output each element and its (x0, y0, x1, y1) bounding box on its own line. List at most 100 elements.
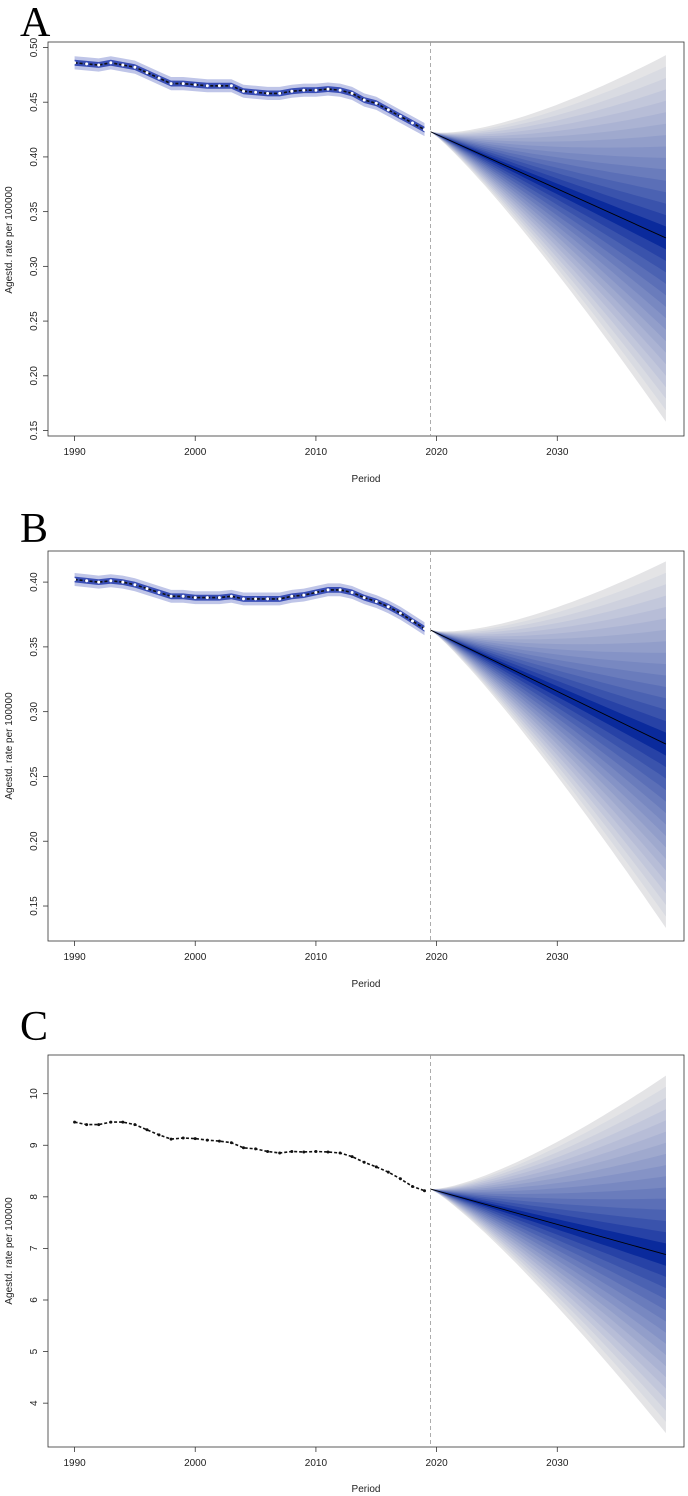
observed-point-a-2002 (217, 84, 221, 88)
x-tick-label-b-0: 1990 (63, 952, 86, 963)
y-tick-label-b-1: 0.20 (29, 831, 40, 851)
observed-point-b-2017 (398, 611, 402, 615)
y-tick-label-a-6: 0.45 (29, 92, 40, 112)
observed-point-b-2006 (266, 597, 270, 601)
observed-point-b-2016 (386, 605, 390, 609)
x-tick-label-b-4: 2030 (546, 952, 569, 963)
observed-point-a-1999 (181, 82, 185, 86)
observed-point-a-2001 (205, 84, 209, 88)
observed-line-a (74, 61, 425, 131)
observed-point-a-2008 (290, 89, 294, 93)
observed-point-c-1991 (85, 1123, 89, 1127)
observed-point-c-2006 (266, 1150, 270, 1153)
observed-point-a-2015 (374, 101, 378, 105)
y-tick-label-b-2: 0.25 (29, 766, 40, 786)
observed-point-b-2002 (217, 596, 221, 600)
plot-area-c (73, 1055, 667, 1447)
observed-point-b-2010 (314, 591, 318, 594)
panel-label-b: B (20, 506, 48, 552)
observed-point-a-2003 (229, 84, 233, 88)
observed-point-c-2001 (205, 1138, 209, 1142)
observed-point-b-1995 (133, 583, 137, 587)
plot-area-a (73, 42, 667, 436)
observed-point-a-1992 (97, 63, 101, 67)
y-tick-label-a-0: 0.15 (29, 420, 40, 440)
observed-point-b-2011 (326, 588, 330, 592)
panel-label-c: C (20, 1004, 48, 1050)
x-axis-title-a: Period (352, 474, 381, 485)
observed-point-c-1990 (73, 1120, 77, 1124)
y-tick-label-b-5: 0.40 (29, 572, 40, 592)
observed-point-c-2004 (242, 1146, 245, 1150)
observed-point-b-2019 (423, 627, 426, 631)
y-tick-label-c-1: 5 (29, 1348, 40, 1354)
observed-point-c-2013 (350, 1155, 354, 1159)
observed-point-a-1991 (85, 62, 89, 66)
y-tick-label-c-0: 4 (29, 1400, 40, 1406)
observed-point-a-1997 (157, 76, 161, 80)
observed-point-b-2004 (242, 597, 245, 601)
x-tick-label-c-2: 2010 (305, 1458, 328, 1469)
observed-point-b-1993 (109, 579, 113, 583)
observed-point-c-1995 (133, 1123, 137, 1127)
observed-point-a-1994 (121, 63, 125, 67)
observed-point-b-2005 (254, 597, 258, 601)
y-tick-label-c-4: 8 (29, 1194, 40, 1200)
panel-b: B 0.15 0.20 0.25 0.30 0.35 0.40 1990 2000 2010 2… (4, 506, 685, 990)
observed-point-c-2008 (290, 1150, 294, 1153)
y-axis-b: 0.15 0.20 0.25 0.30 0.35 0.40 (29, 572, 48, 916)
forecast-band-c-2 (430, 1189, 666, 1277)
observed-point-c-1992 (97, 1123, 101, 1127)
x-axis-b: 1990 2000 2010 2020 2030 (63, 941, 569, 963)
y-tick-label-c-6: 10 (29, 1088, 40, 1100)
observed-point-b-1994 (121, 580, 125, 584)
observed-point-c-1993 (109, 1120, 113, 1124)
observed-point-b-2009 (302, 593, 306, 597)
y-tick-label-a-5: 0.40 (29, 147, 40, 167)
observed-point-c-2015 (374, 1165, 378, 1169)
observed-point-a-2016 (386, 108, 390, 112)
observed-point-a-2018 (411, 121, 414, 125)
y-tick-label-a-3: 0.30 (29, 256, 40, 276)
panel-label-a: A (20, 0, 51, 46)
observed-point-b-1999 (181, 594, 185, 598)
observed-point-a-2004 (242, 89, 245, 93)
plot-frame-a (47, 41, 685, 437)
y-tick-label-c-3: 7 (29, 1245, 40, 1251)
observed-point-c-2007 (278, 1151, 282, 1155)
y-tick-label-b-0: 0.15 (29, 896, 40, 916)
x-tick-label-b-2: 2010 (305, 952, 328, 963)
panel-c: C 4 5 6 7 8 9 10 1990 2000 2010 2020 2030 Agestd. … (4, 1004, 685, 1495)
observed-point-b-2015 (374, 600, 378, 603)
observed-point-a-1996 (145, 71, 149, 75)
y-axis-a: 0.15 0.20 0.25 0.30 0.35 0.40 0.45 0.50 (29, 37, 48, 440)
x-tick-label-b-3: 2020 (425, 952, 448, 963)
y-axis-c: 4 5 6 7 8 9 10 (29, 1088, 48, 1406)
observed-point-b-1996 (145, 587, 149, 591)
observed-point-b-2008 (290, 594, 294, 598)
observed-point-b-1998 (169, 594, 173, 598)
observed-point-c-1997 (157, 1133, 161, 1137)
observed-point-a-2013 (350, 91, 354, 95)
observed-point-a-2000 (193, 83, 197, 87)
observed-point-c-2011 (326, 1150, 330, 1154)
observed-point-c-2016 (386, 1170, 390, 1174)
forecast-line-a (430, 131, 667, 239)
observed-point-a-1990 (73, 61, 77, 65)
observed-point-a-2012 (338, 88, 342, 92)
forecast-line-c (430, 1188, 667, 1256)
observed-point-c-2018 (411, 1185, 414, 1188)
observed-point-b-2012 (338, 588, 342, 592)
observed-point-b-2007 (278, 597, 282, 601)
x-axis-title-c: Period (352, 1484, 381, 1495)
y-tick-label-b-4: 0.35 (29, 637, 40, 657)
observed-point-a-1995 (133, 65, 137, 69)
observed-point-c-2002 (217, 1139, 221, 1143)
x-tick-label-a-0: 1990 (63, 447, 86, 458)
observed-point-b-2000 (193, 596, 197, 600)
forecast-band-a-5 (430, 131, 666, 296)
observed-point-a-2006 (266, 91, 270, 95)
x-tick-label-a-3: 2020 (425, 447, 448, 458)
observed-point-a-2009 (302, 88, 306, 92)
